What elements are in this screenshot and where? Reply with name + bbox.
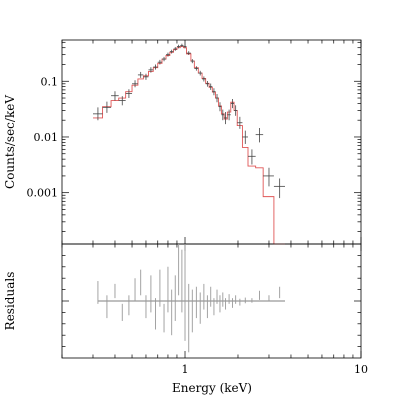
residuals-y-axis-label: Residuals bbox=[3, 272, 17, 331]
data-point bbox=[143, 73, 149, 80]
data-point bbox=[148, 67, 154, 73]
data-point bbox=[202, 76, 206, 82]
data-point bbox=[118, 96, 126, 106]
data-point bbox=[186, 51, 191, 55]
data-point bbox=[190, 59, 195, 64]
spectrum-panel: 0.1 0.01 0.001 Counts/sec/keV bbox=[3, 39, 362, 245]
residuals-panel: 1 10 Residuals Energy (keV) bbox=[3, 243, 368, 395]
data-point bbox=[166, 52, 170, 57]
data-point bbox=[263, 167, 274, 187]
data-point bbox=[248, 149, 256, 165]
data-point bbox=[111, 91, 119, 101]
residuals-axis-ticks bbox=[61, 244, 362, 358]
spectrum-y-axis-label: Counts/sec/keV bbox=[3, 95, 17, 189]
data-point bbox=[161, 56, 167, 62]
data-point bbox=[234, 105, 238, 116]
data-point bbox=[221, 109, 225, 121]
y-tick-label: 0.1 bbox=[41, 75, 59, 88]
data-points bbox=[92, 43, 286, 199]
residuals-x-tick-labels: 1 10 bbox=[182, 363, 368, 376]
model-curve bbox=[92, 46, 286, 245]
x-tick-label: 1 bbox=[182, 363, 189, 376]
data-point bbox=[157, 59, 162, 65]
data-point bbox=[92, 107, 103, 121]
spectrum-panel-frame bbox=[61, 39, 362, 245]
data-point bbox=[132, 80, 138, 88]
data-point bbox=[102, 101, 112, 113]
x-tick-label: 10 bbox=[354, 363, 368, 376]
data-point bbox=[218, 102, 222, 112]
data-point bbox=[227, 109, 231, 121]
data-point bbox=[205, 81, 210, 87]
spectrum-y-tick-labels: 0.1 0.01 0.001 bbox=[27, 75, 59, 199]
data-point bbox=[169, 49, 174, 54]
y-tick-label: 0.01 bbox=[34, 131, 59, 144]
data-point bbox=[242, 130, 249, 144]
data-point bbox=[137, 71, 144, 78]
data-point bbox=[176, 44, 181, 49]
data-point bbox=[215, 94, 219, 103]
model-step-line bbox=[92, 46, 286, 245]
data-point bbox=[153, 64, 158, 70]
y-tick-label: 0.001 bbox=[27, 187, 59, 200]
data-point bbox=[209, 83, 213, 90]
data-point bbox=[173, 47, 177, 51]
spectrum-axis-ticks bbox=[61, 40, 362, 244]
data-point bbox=[183, 44, 187, 49]
data-point bbox=[273, 178, 286, 199]
x-axis-label: Energy (keV) bbox=[172, 381, 252, 395]
data-point bbox=[237, 116, 243, 129]
data-point bbox=[194, 66, 199, 71]
data-point bbox=[255, 127, 264, 143]
data-point bbox=[224, 112, 228, 125]
data-point bbox=[212, 88, 216, 96]
data-point bbox=[180, 43, 184, 48]
data-point bbox=[230, 99, 235, 109]
residual-bars bbox=[97, 244, 281, 353]
data-point bbox=[198, 70, 203, 76]
data-point bbox=[125, 89, 133, 99]
